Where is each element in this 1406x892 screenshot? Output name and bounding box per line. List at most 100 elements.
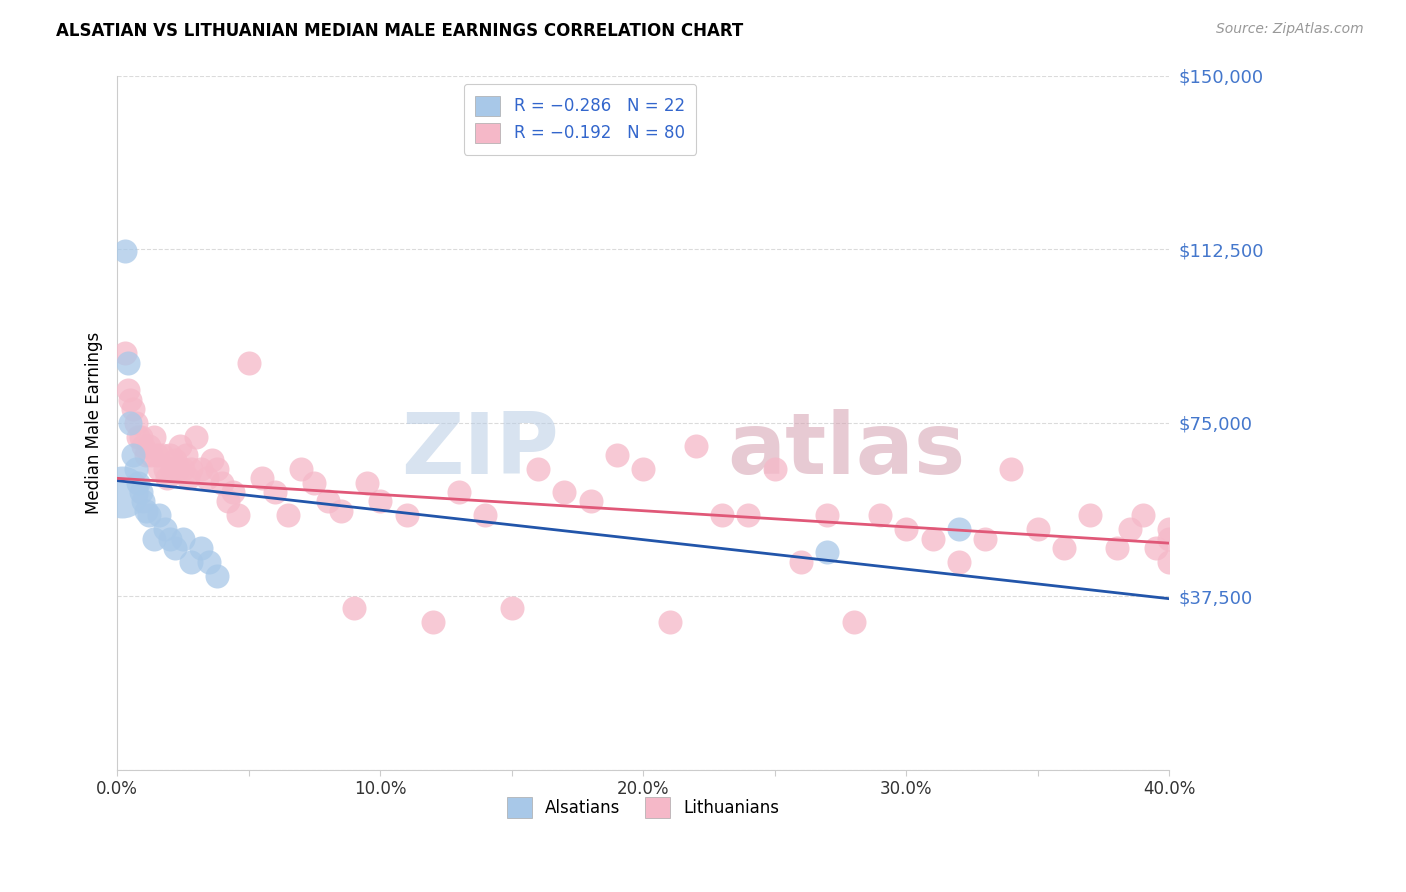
Point bbox=[159, 448, 181, 462]
Point bbox=[148, 462, 170, 476]
Point bbox=[217, 494, 239, 508]
Point bbox=[211, 475, 233, 490]
Point bbox=[948, 555, 970, 569]
Point bbox=[132, 439, 155, 453]
Point bbox=[1119, 522, 1142, 536]
Point bbox=[195, 471, 218, 485]
Point bbox=[368, 494, 391, 508]
Y-axis label: Median Male Earnings: Median Male Earnings bbox=[86, 332, 103, 514]
Point bbox=[1000, 462, 1022, 476]
Point bbox=[631, 462, 654, 476]
Point bbox=[205, 568, 228, 582]
Point bbox=[172, 532, 194, 546]
Point bbox=[1078, 508, 1101, 523]
Point bbox=[124, 416, 146, 430]
Point bbox=[685, 439, 707, 453]
Point bbox=[190, 462, 212, 476]
Point bbox=[869, 508, 891, 523]
Point bbox=[180, 555, 202, 569]
Point bbox=[124, 462, 146, 476]
Point bbox=[153, 462, 176, 476]
Point bbox=[117, 355, 139, 369]
Point bbox=[111, 485, 134, 500]
Point bbox=[162, 462, 184, 476]
Legend: Alsatians, Lithuanians: Alsatians, Lithuanians bbox=[501, 790, 786, 824]
Point bbox=[1053, 541, 1076, 555]
Point bbox=[159, 532, 181, 546]
Point bbox=[422, 615, 444, 629]
Point bbox=[205, 462, 228, 476]
Point bbox=[138, 508, 160, 523]
Text: Source: ZipAtlas.com: Source: ZipAtlas.com bbox=[1216, 22, 1364, 37]
Point bbox=[222, 485, 245, 500]
Point bbox=[343, 601, 366, 615]
Point bbox=[120, 392, 142, 407]
Point bbox=[658, 615, 681, 629]
Point bbox=[169, 439, 191, 453]
Point bbox=[141, 448, 163, 462]
Text: ZIP: ZIP bbox=[401, 409, 560, 492]
Point bbox=[974, 532, 997, 546]
Point bbox=[815, 545, 838, 559]
Point bbox=[842, 615, 865, 629]
Point bbox=[120, 416, 142, 430]
Point bbox=[198, 555, 221, 569]
Point bbox=[166, 462, 188, 476]
Point bbox=[579, 494, 602, 508]
Point bbox=[156, 471, 179, 485]
Point bbox=[165, 541, 187, 555]
Point bbox=[129, 430, 152, 444]
Point bbox=[114, 346, 136, 360]
Point bbox=[1159, 522, 1181, 536]
Point bbox=[763, 462, 786, 476]
Point bbox=[1105, 541, 1128, 555]
Point bbox=[896, 522, 918, 536]
Point bbox=[1144, 541, 1167, 555]
Point bbox=[226, 508, 249, 523]
Point bbox=[606, 448, 628, 462]
Point bbox=[180, 462, 202, 476]
Point bbox=[501, 601, 523, 615]
Point bbox=[177, 471, 200, 485]
Point bbox=[122, 448, 145, 462]
Point bbox=[553, 485, 575, 500]
Point bbox=[172, 462, 194, 476]
Point bbox=[145, 448, 167, 462]
Point bbox=[143, 532, 166, 546]
Point bbox=[1132, 508, 1154, 523]
Point bbox=[114, 244, 136, 259]
Point bbox=[127, 430, 149, 444]
Point bbox=[250, 471, 273, 485]
Point bbox=[395, 508, 418, 523]
Text: atlas: atlas bbox=[727, 409, 966, 492]
Point bbox=[190, 541, 212, 555]
Point bbox=[737, 508, 759, 523]
Point bbox=[474, 508, 496, 523]
Point bbox=[135, 504, 157, 518]
Point bbox=[304, 475, 326, 490]
Point bbox=[921, 532, 943, 546]
Point bbox=[356, 475, 378, 490]
Point bbox=[329, 504, 352, 518]
Point bbox=[1159, 555, 1181, 569]
Point bbox=[184, 430, 207, 444]
Point bbox=[815, 508, 838, 523]
Point bbox=[150, 448, 173, 462]
Point bbox=[316, 494, 339, 508]
Point bbox=[122, 401, 145, 416]
Point bbox=[1026, 522, 1049, 536]
Point bbox=[117, 384, 139, 398]
Point bbox=[153, 522, 176, 536]
Point bbox=[711, 508, 734, 523]
Point bbox=[138, 439, 160, 453]
Point bbox=[1159, 532, 1181, 546]
Point bbox=[174, 448, 197, 462]
Point bbox=[527, 462, 550, 476]
Point bbox=[148, 508, 170, 523]
Point bbox=[238, 355, 260, 369]
Point bbox=[948, 522, 970, 536]
Point bbox=[449, 485, 471, 500]
Point bbox=[132, 494, 155, 508]
Point bbox=[135, 448, 157, 462]
Point bbox=[201, 452, 224, 467]
